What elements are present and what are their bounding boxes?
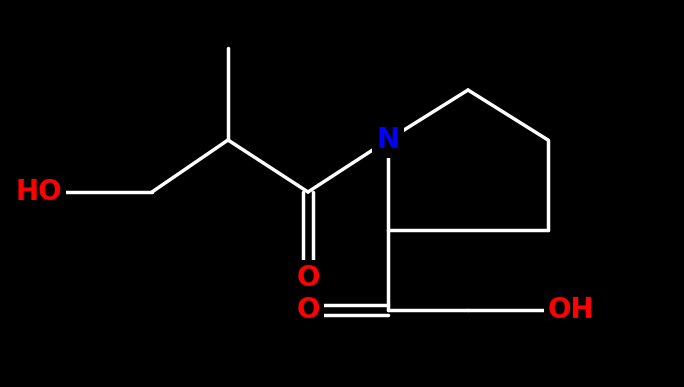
Text: N: N (376, 126, 399, 154)
Text: OH: OH (548, 296, 594, 324)
Text: O: O (296, 264, 319, 292)
Text: O: O (296, 296, 319, 324)
Text: HO: HO (15, 178, 62, 206)
